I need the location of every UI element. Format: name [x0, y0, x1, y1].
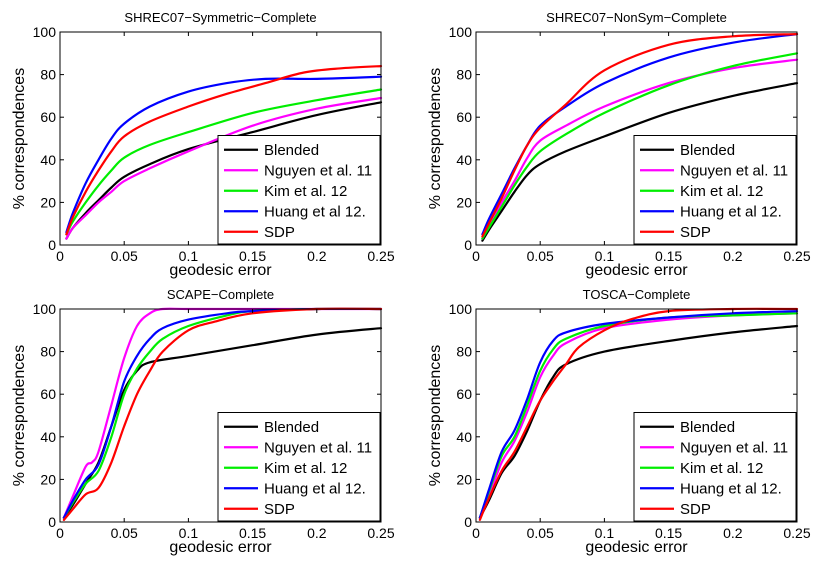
chart-title: SHREC07−Symmetric−Complete: [124, 10, 316, 25]
y-tick-label: 20: [456, 471, 472, 487]
y-axis-label: % correspondences: [11, 68, 28, 209]
legend-label: Nguyen et al. 11: [680, 439, 788, 456]
y-tick-label: 80: [40, 67, 56, 83]
y-tick-label: 0: [464, 514, 472, 530]
y-axis-label: % correspondences: [427, 68, 444, 209]
x-tick-label: 0.25: [783, 248, 810, 264]
y-tick-label: 40: [40, 152, 56, 168]
y-tick-label: 80: [40, 344, 56, 360]
y-tick-label: 60: [40, 386, 56, 402]
x-tick-label: 0: [472, 248, 480, 264]
x-tick-label: 0: [472, 525, 480, 541]
x-tick-label: 0.25: [783, 525, 810, 541]
x-axis-label: geodesic error: [169, 262, 272, 279]
y-tick-label: 60: [456, 109, 472, 125]
legend-label: Kim et al. 12: [264, 460, 347, 477]
x-tick-label: 0.05: [111, 525, 138, 541]
x-axis-label: geodesic error: [585, 539, 688, 556]
x-tick-label: 0.25: [367, 248, 394, 264]
legend: Blended Nguyen et al. 11 Kim et al. 12 Huan…: [634, 413, 796, 522]
y-tick-label: 0: [48, 514, 56, 530]
y-tick-label: 0: [48, 237, 56, 253]
x-tick-label: 0.2: [723, 525, 743, 541]
y-tick-label: 80: [456, 344, 472, 360]
y-axis-label: % correspondences: [11, 345, 28, 486]
chart-panel-2: SHREC07−NonSym−Complete 0 0.05 0.1 0.15 0.2 0.…: [427, 10, 811, 279]
y-tick-label: 20: [456, 194, 472, 210]
legend-label: Kim et al. 12: [680, 460, 763, 477]
legend-label: Huang et al 12.: [264, 203, 366, 220]
x-tick-label: 0.2: [307, 525, 327, 541]
legend-label: SDP: [264, 224, 295, 241]
y-tick-label: 40: [456, 429, 472, 445]
y-tick-label: 20: [40, 194, 56, 210]
x-axis-label: geodesic error: [585, 262, 688, 279]
y-tick-label: 100: [33, 24, 57, 40]
legend-label: Blended: [680, 142, 735, 159]
legend-label: Nguyen et al. 11: [264, 439, 372, 456]
chart-title: SCAPE−Complete: [167, 287, 274, 302]
x-tick-label: 0.2: [307, 248, 327, 264]
y-tick-label: 100: [449, 301, 473, 317]
legend-label: Nguyen et al. 11: [680, 162, 788, 179]
legend-label: Nguyen et al. 11: [264, 162, 372, 179]
y-tick-label: 80: [456, 67, 472, 83]
x-tick-label: 0.05: [527, 248, 554, 264]
chart-panel-1: SHREC07−Symmetric−Complete 0 0.05 0.1 0.15 0.…: [11, 10, 395, 279]
y-tick-label: 40: [40, 429, 56, 445]
legend: Blended Nguyen et al. 11 Kim et al. 12 Huan…: [218, 413, 380, 522]
legend-label: Huang et al 12.: [680, 203, 782, 220]
y-tick-label: 40: [456, 152, 472, 168]
x-tick-label: 0.25: [367, 525, 394, 541]
x-tick-label: 0.05: [111, 248, 138, 264]
y-tick-label: 60: [456, 386, 472, 402]
chart-panel-3: SCAPE−Complete 0 0.05 0.1 0.15 0.2 0.25 0 20 40 60…: [11, 287, 395, 556]
y-tick-label: 100: [33, 301, 57, 317]
x-tick-label: 0: [56, 525, 64, 541]
x-tick-label: 0.05: [527, 525, 554, 541]
y-axis-label: % correspondences: [427, 345, 444, 486]
y-tick-label: 0: [464, 237, 472, 253]
legend-label: Blended: [680, 419, 735, 436]
y-tick-label: 20: [40, 471, 56, 487]
legend-label: Kim et al. 12: [680, 183, 763, 200]
chart-title: SHREC07−NonSym−Complete: [546, 10, 727, 25]
x-tick-label: 0: [56, 248, 64, 264]
chart-title: TOSCA−Complete: [583, 287, 691, 302]
legend: Blended Nguyen et al. 11 Kim et al. 12 Huan…: [634, 136, 796, 245]
y-tick-label: 60: [40, 109, 56, 125]
legend-label: Huang et al 12.: [264, 480, 366, 497]
x-tick-label: 0.2: [723, 248, 743, 264]
legend-label: SDP: [264, 501, 295, 518]
x-axis-label: geodesic error: [169, 539, 272, 556]
legend-label: SDP: [680, 501, 711, 518]
y-tick-label: 100: [449, 24, 473, 40]
legend-label: Huang et al 12.: [680, 480, 782, 497]
legend: Blended Nguyen et al. 11 Kim et al. 12 Huan…: [218, 136, 380, 245]
legend-label: Kim et al. 12: [264, 183, 347, 200]
legend-label: Blended: [264, 142, 319, 159]
legend-label: Blended: [264, 419, 319, 436]
legend-label: SDP: [680, 224, 711, 241]
chart-panel-4: TOSCA−Complete 0 0.05 0.1 0.15 0.2 0.25 0 20 40 60…: [427, 287, 811, 556]
